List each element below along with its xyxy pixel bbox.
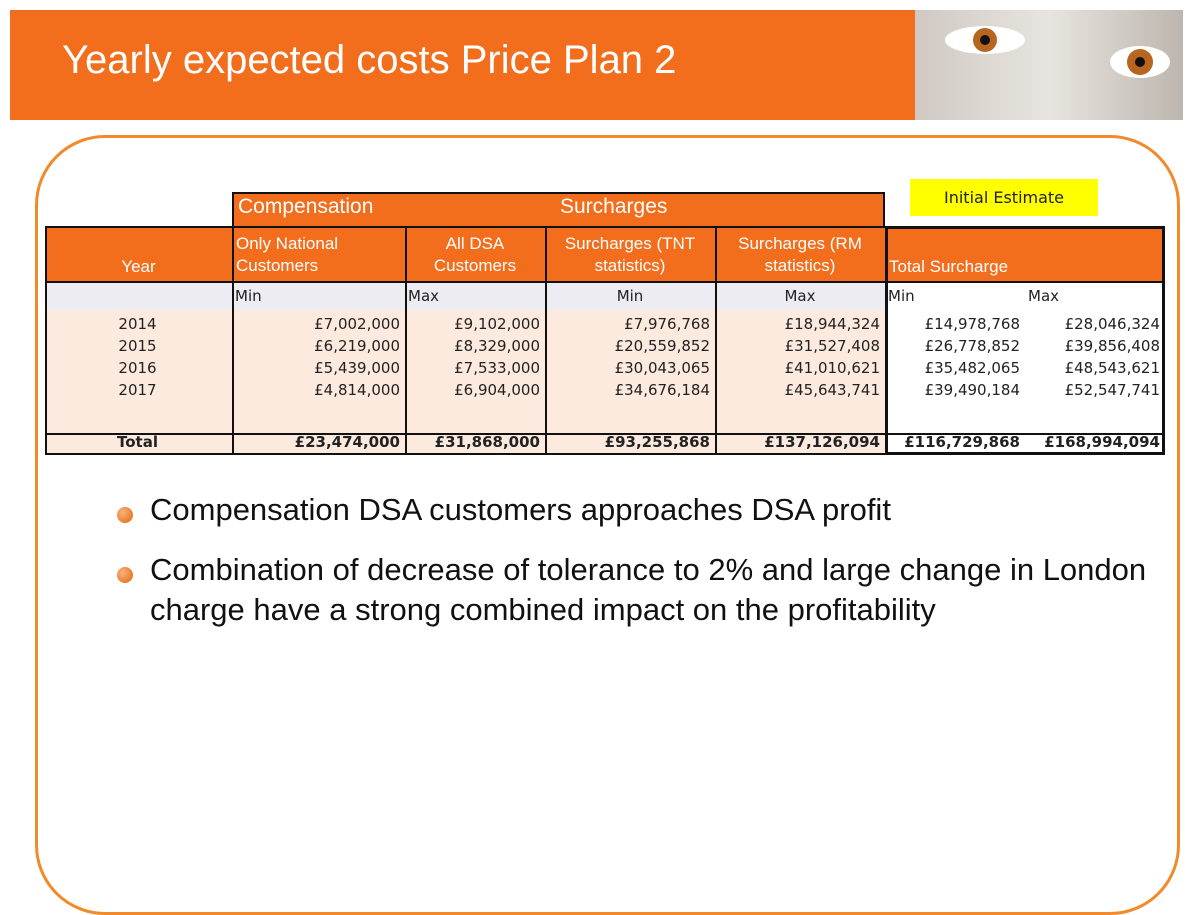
total-cell: Total [48, 433, 227, 451]
total-cell: £116,729,868 [888, 433, 1020, 451]
data-cell: 2016 [48, 359, 227, 377]
data-cell: £41,010,621 [718, 359, 880, 377]
bullet-text: Combination of decrease of tolerance to … [150, 550, 1150, 630]
data-cell: 2014 [48, 315, 227, 333]
estimate-label: Initial Estimate [910, 179, 1098, 216]
subheader-cell: Min [888, 287, 1022, 305]
column-divider [885, 226, 887, 455]
data-cell: £28,046,324 [1028, 315, 1160, 333]
column-divider [405, 226, 407, 455]
group-label: Compensation [238, 195, 373, 219]
bullet-text: Compensation DSA customers approaches DS… [150, 490, 1150, 530]
bullet-dot [117, 507, 133, 523]
data-cell: 2017 [48, 381, 227, 399]
column-divider [545, 226, 547, 455]
data-cell: £20,559,852 [548, 337, 710, 355]
total-cell: £31,868,000 [408, 433, 540, 451]
column-header: Total Surcharge [889, 256, 1161, 278]
data-cell: £34,676,184 [548, 381, 710, 399]
title: Yearly expected costs Price Plan 2 [62, 38, 676, 83]
data-cell: £52,547,741 [1028, 381, 1160, 399]
data-cell: £45,643,741 [718, 381, 880, 399]
total-cell: £168,994,094 [1028, 433, 1160, 451]
data-cell: £35,482,065 [888, 359, 1020, 377]
data-cell: £31,527,408 [718, 337, 880, 355]
data-cell: £14,978,768 [888, 315, 1020, 333]
total-cell: £93,255,868 [548, 433, 710, 451]
data-cell: £48,543,621 [1028, 359, 1160, 377]
data-cell: £7,002,000 [235, 315, 400, 333]
slide: Yearly expected costs Price Plan 2 (() =… [0, 0, 1203, 862]
column-divider [232, 226, 234, 455]
data-cell: £39,856,408 [1028, 337, 1160, 355]
data-cell: £9,102,000 [408, 315, 540, 333]
total-cell: £137,126,094 [718, 433, 880, 451]
data-cell: £26,778,852 [888, 337, 1020, 355]
data-cell: £6,219,000 [235, 337, 400, 355]
data-cell: £8,329,000 [408, 337, 540, 355]
data-cell: £7,533,000 [408, 359, 540, 377]
data-cell: £7,976,768 [548, 315, 710, 333]
data-cell: £4,814,000 [235, 381, 400, 399]
bullet-dot [117, 567, 133, 583]
eyes-photo [915, 10, 1183, 120]
data-cell: £39,490,184 [888, 381, 1020, 399]
data-cell: £5,439,000 [235, 359, 400, 377]
subheader-cell: Max [1028, 287, 1162, 305]
group-label: Surcharges [560, 195, 667, 219]
data-cell: £6,904,000 [408, 381, 540, 399]
column-divider [715, 226, 717, 455]
data-cell: £30,043,065 [548, 359, 710, 377]
data-cell: £18,944,324 [718, 315, 880, 333]
total-cell: £23,474,000 [235, 433, 400, 451]
data-cell: 2015 [48, 337, 227, 355]
